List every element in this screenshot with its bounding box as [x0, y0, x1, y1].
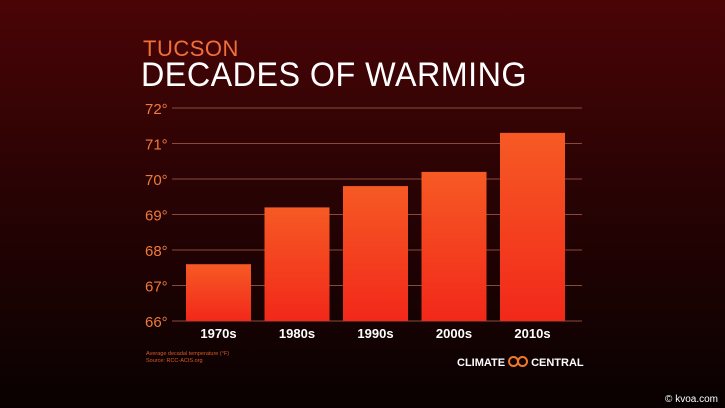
x-tick-label: 1990s — [357, 326, 393, 341]
bar-1980s — [264, 207, 330, 321]
chart-title: DECADES OF WARMING — [141, 56, 527, 94]
x-tick-label: 2000s — [436, 326, 472, 341]
footnote-source: Source: RCC-ACIS.org — [146, 358, 203, 364]
x-tick-label: 1970s — [200, 326, 236, 341]
logo-text-right: CENTRAL — [531, 357, 584, 369]
x-tick-label: 2010s — [514, 326, 550, 341]
y-tick-label: 68° — [145, 243, 168, 260]
y-tick-label: 66° — [145, 314, 168, 331]
chart-subtitle: TUCSON — [143, 36, 239, 61]
bar-1970s — [186, 264, 251, 321]
y-tick-label: 67° — [145, 279, 168, 296]
climate-central-logo: CLIMATE CENTRAL — [457, 356, 584, 370]
y-tick-label: 71° — [145, 137, 168, 154]
footnote: Average decadal temperature (°F) Source:… — [146, 351, 229, 365]
bar-1990s — [343, 186, 408, 321]
y-tick-label: 69° — [145, 208, 168, 225]
bar-2010s — [500, 132, 565, 321]
y-tick-label: 70° — [145, 172, 168, 189]
y-tick-label: 72° — [145, 101, 168, 118]
bar-2000s — [421, 171, 487, 321]
logo-text-left: CLIMATE — [457, 357, 506, 369]
logo-rings-icon — [508, 356, 529, 370]
footnote-line: Average decadal temperature (°F) — [146, 351, 230, 357]
x-tick-label: 1980s — [279, 326, 315, 341]
watermark: © kvoa.com — [662, 393, 721, 406]
